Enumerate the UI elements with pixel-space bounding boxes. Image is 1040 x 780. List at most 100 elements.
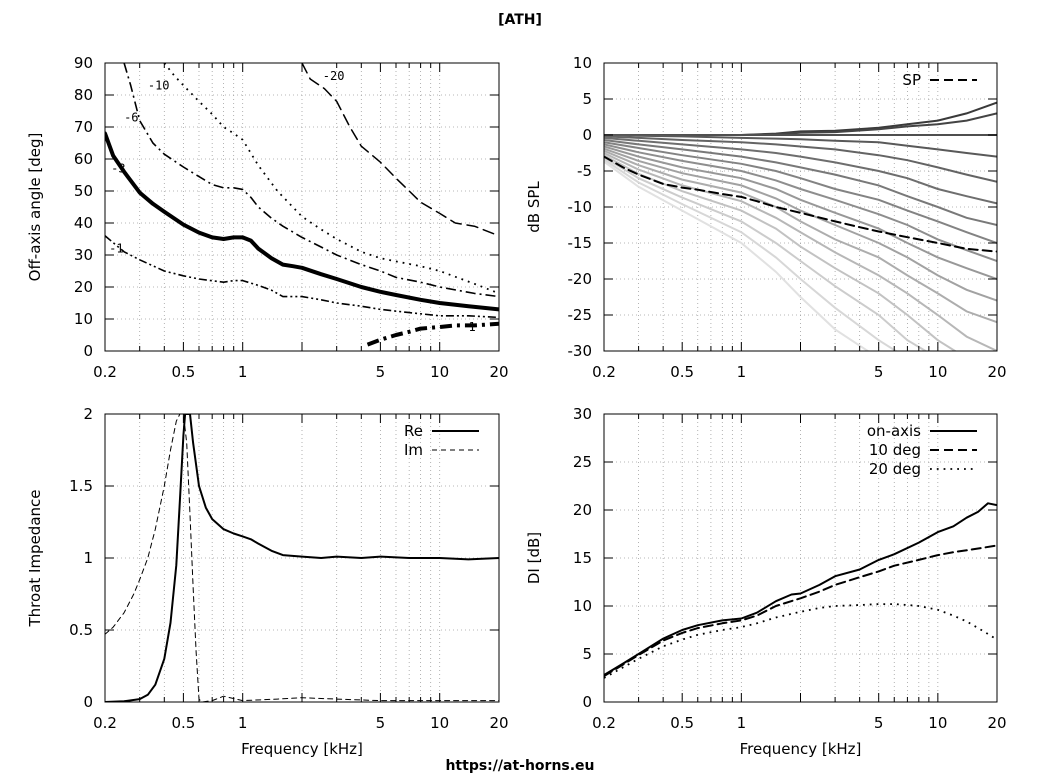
x-tick-label: 1 xyxy=(238,714,248,732)
legend-label: Re xyxy=(404,422,423,440)
y-tick-label: -10 xyxy=(568,198,593,216)
spl-fan-curve xyxy=(604,145,997,280)
y-axis: -30 -25 -20 -15 -10 -5 0 5 10 xyxy=(568,54,997,360)
x-tick-label: 0.2 xyxy=(93,714,117,732)
spl-fan-curve xyxy=(604,160,870,351)
y-tick-label: 90 xyxy=(74,54,93,72)
y-tick-label: 5 xyxy=(582,90,592,108)
spl-fan-curve xyxy=(604,149,997,324)
plot-area xyxy=(604,101,997,351)
spl-panel: 0.2 0.5 1 5 10 20 -30 -25 -20 -15 -10 -5 0 5 10 dB SPL S… xyxy=(525,54,1007,381)
x-axis-label: Frequency [kHz] xyxy=(241,740,363,758)
spl-fan-curve xyxy=(604,139,997,226)
series-line-20 xyxy=(301,63,499,237)
y-tick-label: 30 xyxy=(573,405,592,423)
x-axis-label: Frequency [kHz] xyxy=(740,740,862,758)
series-line-im xyxy=(105,414,499,702)
legend-label: on-axis xyxy=(867,422,921,440)
figure-title: [ATH] xyxy=(498,12,542,28)
legend-label: 10 deg xyxy=(869,441,921,459)
x-tick-label: 5 xyxy=(874,363,884,381)
y-tick-label: 10 xyxy=(573,597,592,615)
plot-area xyxy=(105,414,499,702)
x-tick-label: 20 xyxy=(987,714,1006,732)
spl-fan-curve xyxy=(604,136,997,205)
series-line-6 xyxy=(123,63,499,298)
contour-label: -6 xyxy=(124,110,138,124)
series-line-3 xyxy=(105,131,499,312)
contour-label: -20 xyxy=(323,69,345,83)
x-tick-label: 0.2 xyxy=(592,714,616,732)
y-tick-label: 60 xyxy=(74,150,93,168)
x-tick-label: 1 xyxy=(737,714,747,732)
y-tick-label: 1 xyxy=(83,549,93,567)
x-tick-label: 20 xyxy=(987,363,1006,381)
spl-fan-curve xyxy=(604,135,997,183)
y-tick-label: 10 xyxy=(74,310,93,328)
plot-area xyxy=(604,502,997,679)
spl-fan-curve xyxy=(604,141,997,244)
x-axis: 0.2 0.5 1 5 10 20 xyxy=(93,414,509,732)
plot-area xyxy=(105,63,499,347)
x-tick-label: 0.5 xyxy=(670,714,694,732)
y-tick-label: 1.5 xyxy=(69,477,93,495)
y-tick-label: 0 xyxy=(83,693,93,711)
x-tick-label: 10 xyxy=(928,714,947,732)
x-tick-label: 0.5 xyxy=(171,363,195,381)
spl-fan-curve xyxy=(604,143,997,262)
x-tick-label: 5 xyxy=(376,714,386,732)
y-tick-label: -15 xyxy=(568,234,593,252)
grid xyxy=(105,63,499,351)
legend: SP xyxy=(902,71,977,89)
y-tick-label: 25 xyxy=(573,453,592,471)
contour-label: -10 xyxy=(148,78,170,92)
y-axis-label: DI [dB] xyxy=(525,532,543,584)
series-line-10 xyxy=(163,63,499,295)
y-tick-label: -20 xyxy=(568,270,593,288)
series-line-1 xyxy=(105,235,499,319)
impedance-panel: 0.2 0.5 1 5 10 20 0 0.5 1 1.5 2 Throat Impedance Fre… xyxy=(26,405,509,758)
contour-label: -1 xyxy=(109,242,123,256)
x-tick-label: 10 xyxy=(430,363,449,381)
x-axis: 0.2 0.5 1 5 10 20 xyxy=(93,63,509,381)
grid xyxy=(604,414,997,702)
x-axis: 0.2 0.5 1 5 10 20 xyxy=(592,63,1007,381)
series-line-1 xyxy=(366,321,499,347)
y-tick-label: -30 xyxy=(568,342,593,360)
y-axis: 0 5 10 15 20 25 30 xyxy=(573,405,997,711)
y-tick-label: 0 xyxy=(582,126,592,144)
x-tick-label: 20 xyxy=(489,714,508,732)
series-line-re xyxy=(105,414,499,702)
legend-label: Im xyxy=(404,441,423,459)
x-tick-label: 5 xyxy=(874,714,884,732)
series-line-on-axis xyxy=(604,502,997,677)
footer-url[interactable]: https://at-horns.eu xyxy=(445,758,594,774)
y-tick-label: 0.5 xyxy=(69,621,93,639)
spl-fan-curve xyxy=(604,154,957,351)
y-tick-label: 2 xyxy=(83,405,93,423)
y-tick-label: 80 xyxy=(74,86,93,104)
y-axis-label: Off-axis angle [deg] xyxy=(26,133,44,282)
y-tick-label: 10 xyxy=(573,54,592,72)
x-tick-label: 0.2 xyxy=(592,363,616,381)
y-tick-label: 50 xyxy=(74,182,93,200)
x-tick-label: 1 xyxy=(238,363,248,381)
y-tick-label: 5 xyxy=(582,645,592,663)
spl-fan-curve xyxy=(604,152,997,351)
x-tick-label: 0.5 xyxy=(171,714,195,732)
contour-label: 1 xyxy=(468,320,475,334)
contour-label: -3 xyxy=(111,162,125,176)
x-tick-label: 1 xyxy=(737,363,747,381)
y-axis-label: dB SPL xyxy=(525,181,543,233)
series-line-10-deg xyxy=(604,544,997,678)
spl-fan-curve xyxy=(604,158,898,351)
y-tick-label: -5 xyxy=(577,162,592,180)
y-tick-label: 0 xyxy=(83,342,93,360)
y-tick-label: 40 xyxy=(74,214,93,232)
spl-fan-curve xyxy=(604,134,997,158)
y-tick-label: 20 xyxy=(573,501,592,519)
